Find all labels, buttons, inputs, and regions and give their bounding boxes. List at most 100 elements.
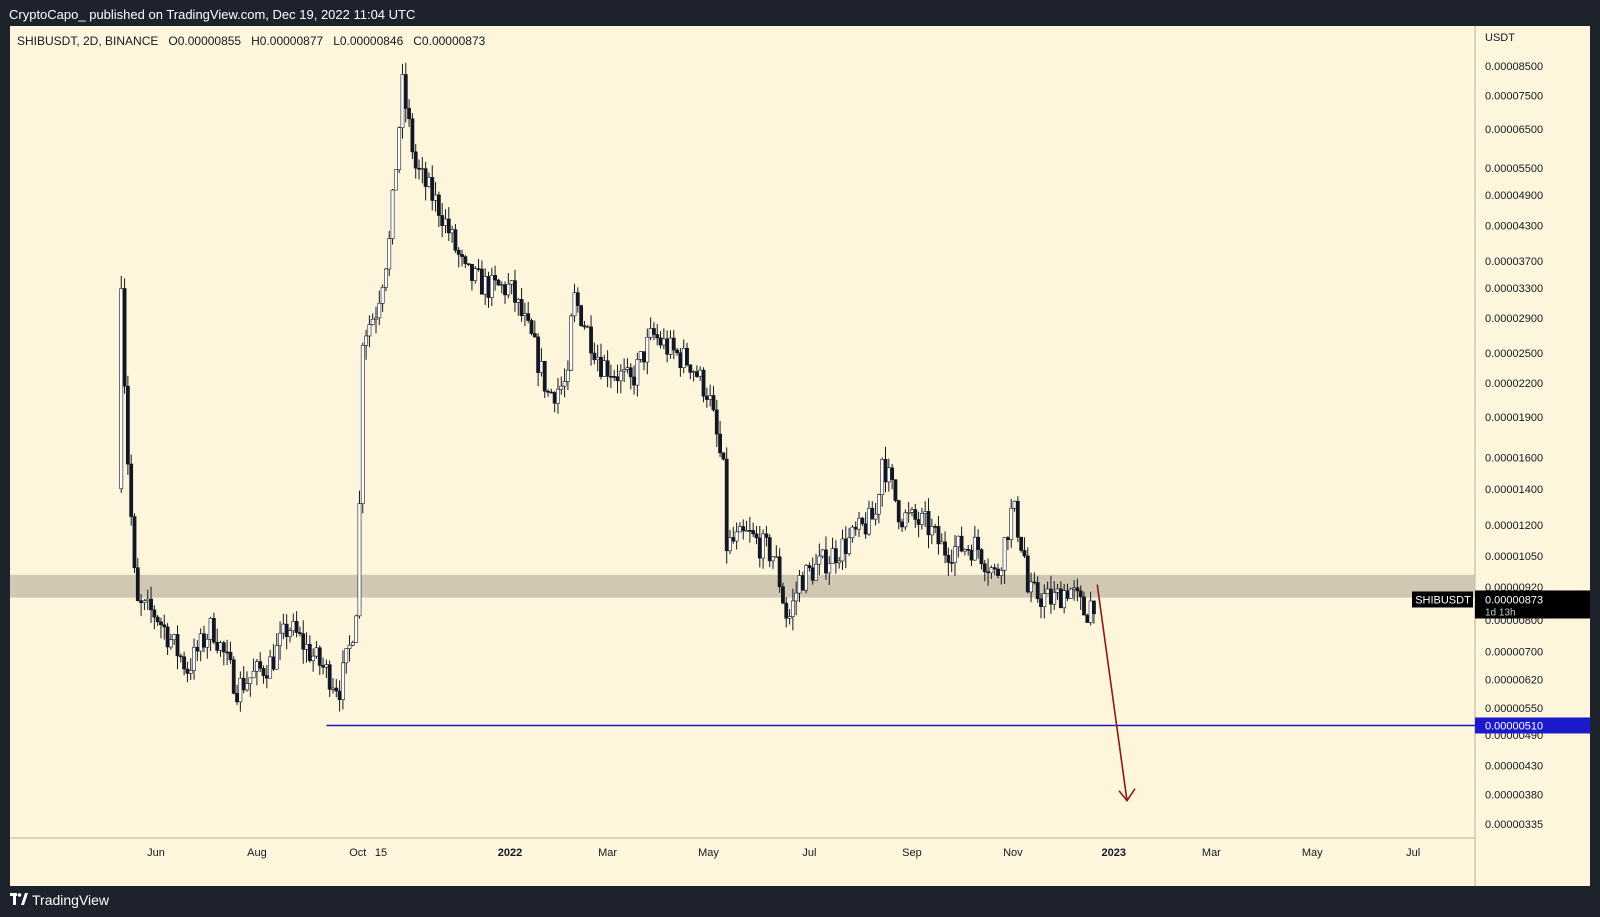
candle-body — [583, 326, 586, 327]
candle-body — [924, 511, 927, 513]
candle-body — [798, 576, 801, 594]
candle-body — [398, 128, 401, 170]
candle-body — [239, 678, 242, 702]
candle-body — [269, 657, 272, 678]
y-tick-label: 0.00001050 — [1485, 551, 1543, 563]
candle-body — [771, 557, 774, 561]
symbol-tag-label: SHIBUSDT — [1415, 594, 1471, 606]
candle-body — [788, 617, 791, 619]
y-tick-label: 0.00006500 — [1485, 124, 1543, 136]
candle-body — [970, 550, 973, 560]
x-tick-label: May — [1302, 847, 1323, 859]
candle-body — [795, 593, 798, 601]
candle-body — [487, 276, 490, 297]
candle-body — [153, 610, 156, 617]
candle-body — [639, 352, 642, 360]
x-tick-label: Mar — [598, 847, 617, 859]
candle-body — [437, 195, 440, 216]
candle-body — [1013, 501, 1016, 508]
candle-body — [202, 634, 205, 647]
y-tick-label: 0.00001900 — [1485, 412, 1543, 424]
candle-body — [642, 352, 645, 362]
candle-body — [1010, 508, 1013, 539]
y-tick-label: 0.00000550 — [1485, 703, 1543, 715]
candle-body — [768, 538, 771, 561]
chart-area[interactable]: USDT 0.00008500 0.00007500 0.00006500 0.0000… — [10, 26, 1590, 886]
x-tick-label: Jul — [802, 847, 816, 859]
footer-bar: TradingView — [0, 886, 1600, 917]
candle-body — [176, 634, 179, 655]
candle-body — [689, 365, 692, 372]
x-tick-label: Jun — [147, 847, 165, 859]
candle-body — [735, 532, 738, 541]
candle-body — [662, 339, 665, 345]
candle-body — [1063, 591, 1066, 608]
candle-body — [517, 299, 520, 302]
candle-body — [451, 230, 454, 233]
candle-body — [421, 169, 424, 170]
candle-body — [133, 517, 136, 568]
candle-body — [530, 320, 533, 333]
candle-body — [599, 357, 602, 376]
candle-body — [146, 599, 149, 601]
candle-body — [537, 337, 540, 373]
candle-body — [973, 537, 976, 560]
candle-body — [1036, 582, 1039, 598]
candle-body — [728, 538, 731, 551]
candle-body — [672, 338, 675, 350]
candle-body — [824, 550, 827, 573]
candle-body — [523, 314, 526, 316]
x-tick-label: Mar — [1202, 847, 1221, 859]
candle-body — [758, 538, 761, 558]
candle-body — [877, 495, 880, 515]
candle-body — [378, 303, 381, 318]
candle-body — [818, 556, 821, 564]
candle-body — [781, 587, 784, 603]
candle-body — [513, 281, 516, 303]
y-tick-label: 0.00005500 — [1485, 163, 1543, 175]
x-tick-label: Jul — [1406, 847, 1420, 859]
candle-body — [709, 395, 712, 399]
candle-body — [1059, 589, 1062, 608]
candle-body — [874, 514, 877, 519]
candle-body — [520, 299, 523, 315]
candle-body — [183, 657, 186, 669]
x-tick-label: 2023 — [1102, 847, 1126, 859]
candle-body — [953, 547, 956, 563]
candle-body — [917, 519, 920, 524]
y-tick-label: 0.00000380 — [1485, 789, 1543, 801]
candle-body — [566, 370, 569, 381]
candle-body — [1020, 537, 1023, 550]
candle-body — [358, 504, 361, 616]
x-tick-label: Sep — [902, 847, 922, 859]
candle-body — [480, 269, 483, 294]
candle-body — [272, 657, 275, 669]
candle-body — [801, 576, 804, 591]
candle-body — [821, 550, 824, 556]
candle-body — [580, 306, 583, 326]
candle-body — [656, 334, 659, 337]
candle-body — [391, 190, 394, 239]
currency-label: USDT — [1485, 32, 1515, 44]
candle-body — [1076, 588, 1079, 591]
candle-body — [169, 640, 172, 647]
candle-body — [844, 539, 847, 554]
legend-close: C0.00000873 — [413, 34, 485, 48]
candle-body — [725, 459, 728, 551]
candlestick-chart[interactable]: USDT 0.00008500 0.00007500 0.00006500 0.0000… — [10, 26, 1590, 886]
candle-body — [1089, 601, 1092, 623]
candle-body — [682, 348, 685, 367]
candle-body — [308, 644, 311, 660]
candle-body — [977, 537, 980, 549]
support-price-label: 0.00000510 — [1485, 720, 1543, 732]
candle-body — [675, 350, 678, 353]
candle-body — [474, 269, 477, 281]
candle-body — [431, 177, 434, 200]
candle-body — [249, 678, 252, 684]
candle-body — [596, 357, 599, 359]
y-tick-label: 0.00000430 — [1485, 760, 1543, 772]
x-tick-label: 2022 — [498, 847, 522, 859]
candle-body — [632, 377, 635, 385]
candle-body — [1033, 582, 1036, 583]
candle-body — [775, 557, 778, 558]
